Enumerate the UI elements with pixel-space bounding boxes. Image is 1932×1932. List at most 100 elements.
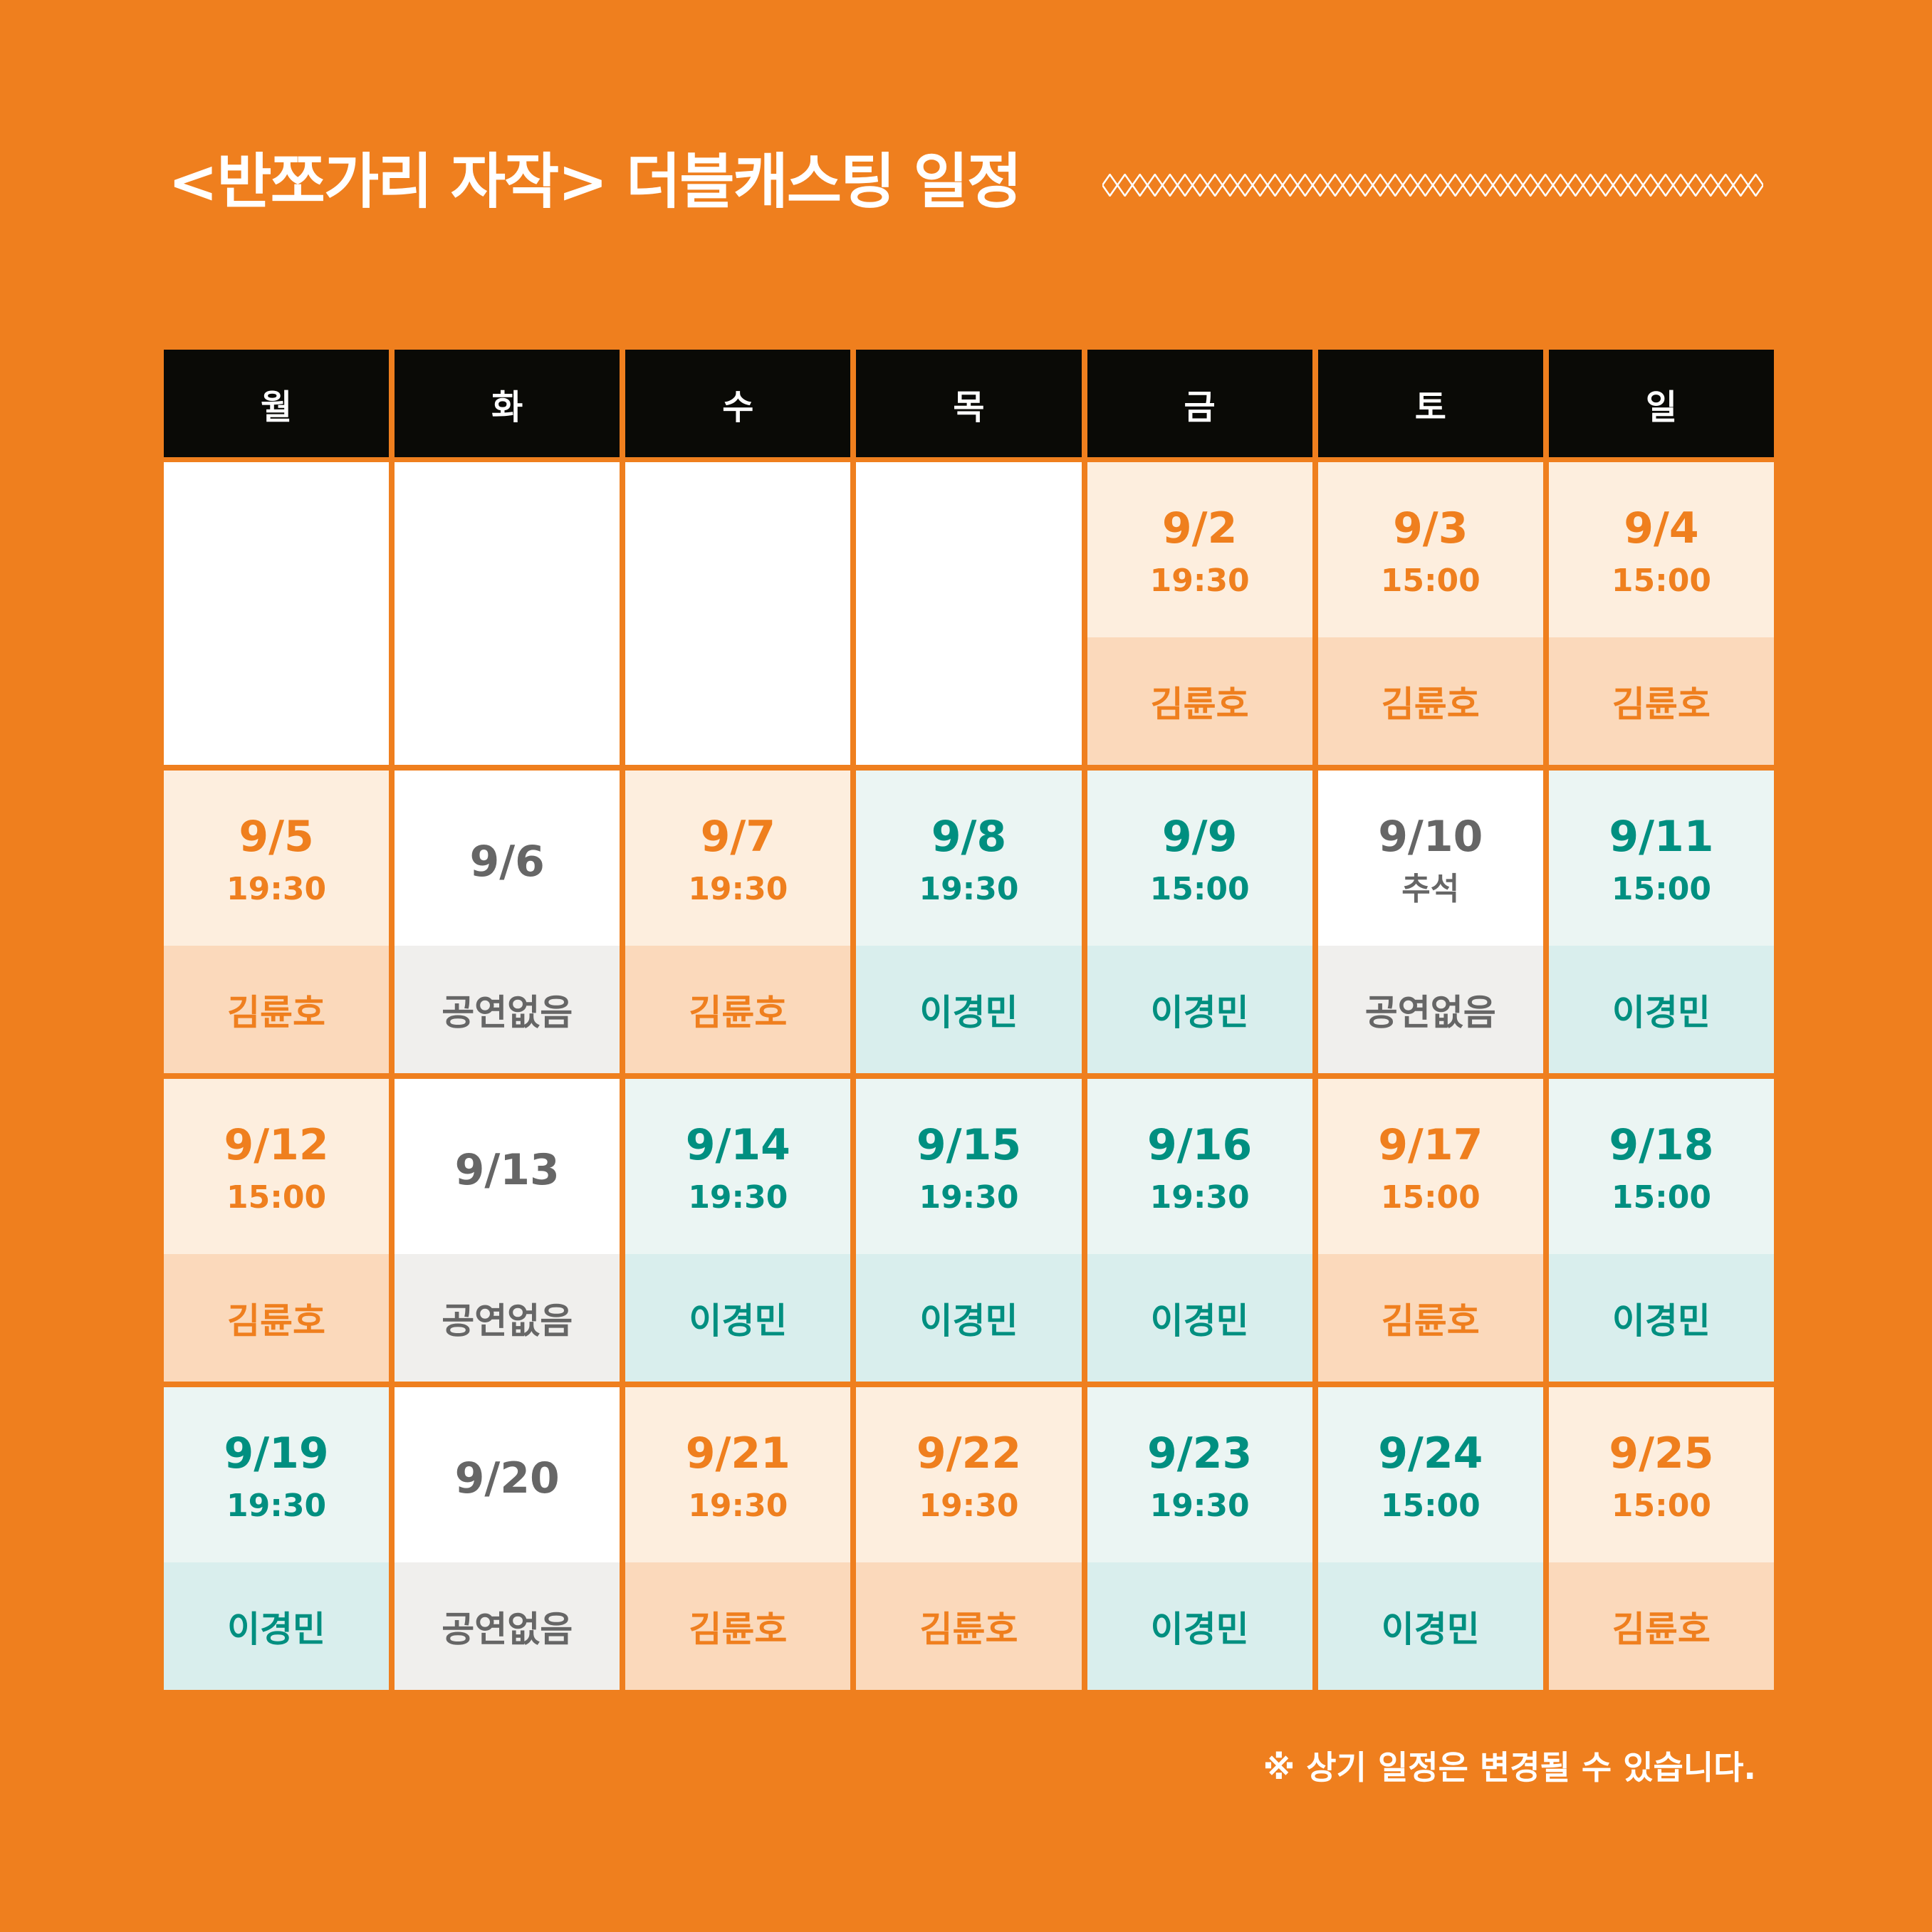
date-section: 9/13 — [395, 1079, 620, 1254]
day-cell: 9/20 공연없음 — [395, 1387, 620, 1690]
day-cell: 9/22 19:30 김륜호 — [856, 1387, 1082, 1690]
day-header: 월 — [164, 350, 390, 457]
cast-name: 김륜호 — [164, 946, 390, 1073]
date: 9/18 — [1609, 1120, 1714, 1170]
date-section: 9/8 19:30 — [856, 771, 1082, 946]
day-cell: 9/5 19:30 김륜호 — [164, 771, 390, 1073]
day-header: 금 — [1087, 350, 1312, 457]
showtime: 19:30 — [688, 1488, 788, 1524]
cast-name: 이경민 — [1548, 1254, 1774, 1382]
showtime: 19:30 — [1149, 563, 1250, 599]
empty-day-cell — [395, 462, 620, 765]
showtime: 19:30 — [688, 1179, 788, 1216]
date-section: 9/22 19:30 — [856, 1387, 1082, 1562]
cast-name: 공연없음 — [395, 1562, 620, 1690]
date: 9/4 — [1624, 503, 1699, 553]
date-section: 9/11 15:00 — [1548, 771, 1774, 946]
showtime: 15:00 — [1611, 871, 1711, 907]
day-cell: 9/4 15:00 김륜호 — [1548, 462, 1774, 765]
date-section: 9/21 19:30 — [625, 1387, 851, 1562]
cast-name: 김륜호 — [625, 946, 851, 1073]
showtime: 15:00 — [1611, 1179, 1711, 1216]
empty-day-cell — [625, 462, 851, 765]
showtime: 15:00 — [1380, 1488, 1481, 1524]
day-cell: 9/15 19:30 이경민 — [856, 1079, 1082, 1382]
cast-name: 공연없음 — [1317, 946, 1543, 1073]
day-cell: 9/11 15:00 이경민 — [1548, 771, 1774, 1073]
date-section — [164, 462, 390, 637]
day-cell: 9/25 15:00 김륜호 — [1548, 1387, 1774, 1690]
cast-name: 이경민 — [625, 1254, 851, 1382]
date: 9/7 — [700, 812, 776, 862]
cast-name — [856, 637, 1082, 765]
cast-name: 김륜호 — [1317, 637, 1543, 765]
cast-name: 공연없음 — [395, 1254, 620, 1382]
date: 9/5 — [239, 812, 314, 862]
cast-name: 김륜호 — [856, 1562, 1082, 1690]
showtime: 추석 — [1401, 871, 1460, 907]
showtime: 19:30 — [688, 871, 788, 907]
cast-name: 김륜호 — [1317, 1254, 1543, 1382]
date: 9/12 — [224, 1120, 329, 1170]
date-section: 9/14 19:30 — [625, 1079, 851, 1254]
day-cell: 9/21 19:30 김륜호 — [625, 1387, 851, 1690]
cast-name: 이경민 — [856, 1254, 1082, 1382]
cast-name: 이경민 — [1317, 1562, 1543, 1690]
cast-name: 김륜호 — [1087, 637, 1312, 765]
empty-day-cell — [164, 462, 390, 765]
cast-name: 김륜호 — [164, 1254, 390, 1382]
day-header: 화 — [395, 350, 620, 457]
showtime: 19:30 — [226, 1488, 327, 1524]
date: 9/2 — [1161, 503, 1238, 553]
date: 9/14 — [685, 1120, 790, 1170]
date: 9/10 — [1378, 812, 1483, 862]
date-section: 9/5 19:30 — [164, 771, 390, 946]
date-section: 9/2 19:30 — [1087, 462, 1312, 637]
date-section: 9/7 19:30 — [625, 771, 851, 946]
day-cell: 9/23 19:30 이경민 — [1087, 1387, 1312, 1690]
date: 9/21 — [685, 1429, 790, 1478]
cast-name: 김륜호 — [1548, 637, 1774, 765]
diamond-shapes — [1102, 174, 1763, 197]
day-cell: 9/19 19:30 이경민 — [164, 1387, 390, 1690]
date-section — [856, 462, 1082, 637]
date: 9/25 — [1609, 1429, 1714, 1478]
showtime: 15:00 — [1611, 1488, 1711, 1524]
day-cell: 9/9 15:00 이경민 — [1087, 771, 1312, 1073]
date-section: 9/4 15:00 — [1548, 462, 1774, 637]
day-cell: 9/18 15:00 이경민 — [1548, 1079, 1774, 1382]
day-header: 토 — [1317, 350, 1543, 457]
cast-name: 이경민 — [1548, 946, 1774, 1073]
showtime: 19:30 — [226, 871, 327, 907]
day-cell: 9/24 15:00 이경민 — [1317, 1387, 1543, 1690]
day-header: 목 — [856, 350, 1082, 457]
empty-day-cell — [856, 462, 1082, 765]
schedule-grid: 9/2 19:30 김륜호 9/3 15:00 김륜호 9/4 15:00 김륜… — [164, 462, 1774, 1690]
cast-name: 공연없음 — [395, 946, 620, 1073]
date-section: 9/3 15:00 — [1317, 462, 1543, 637]
date: 9/20 — [454, 1453, 560, 1503]
cast-name — [395, 637, 620, 765]
date: 9/3 — [1393, 503, 1468, 553]
date-section: 9/23 19:30 — [1087, 1387, 1312, 1562]
date: 9/23 — [1147, 1429, 1253, 1478]
date-section: 9/12 15:00 — [164, 1079, 390, 1254]
date-section: 9/19 19:30 — [164, 1387, 390, 1562]
date-section: 9/20 — [395, 1387, 620, 1562]
date: 9/8 — [931, 812, 1007, 862]
day-cell: 9/2 19:30 김륜호 — [1087, 462, 1312, 765]
date: 9/16 — [1147, 1120, 1253, 1170]
date: 9/24 — [1378, 1429, 1483, 1478]
day-cell: 9/3 15:00 김륜호 — [1317, 462, 1543, 765]
day-cell: 9/14 19:30 이경민 — [625, 1079, 851, 1382]
showtime: 19:30 — [1149, 1488, 1250, 1524]
cast-name — [164, 637, 390, 765]
date: 9/19 — [224, 1429, 329, 1478]
date: 9/6 — [469, 837, 545, 887]
date-section: 9/25 15:00 — [1548, 1387, 1774, 1562]
day-cell: 9/13 공연없음 — [395, 1079, 620, 1382]
date: 9/11 — [1609, 812, 1714, 862]
showtime: 15:00 — [1380, 563, 1481, 599]
showtime: 15:00 — [226, 1179, 327, 1216]
